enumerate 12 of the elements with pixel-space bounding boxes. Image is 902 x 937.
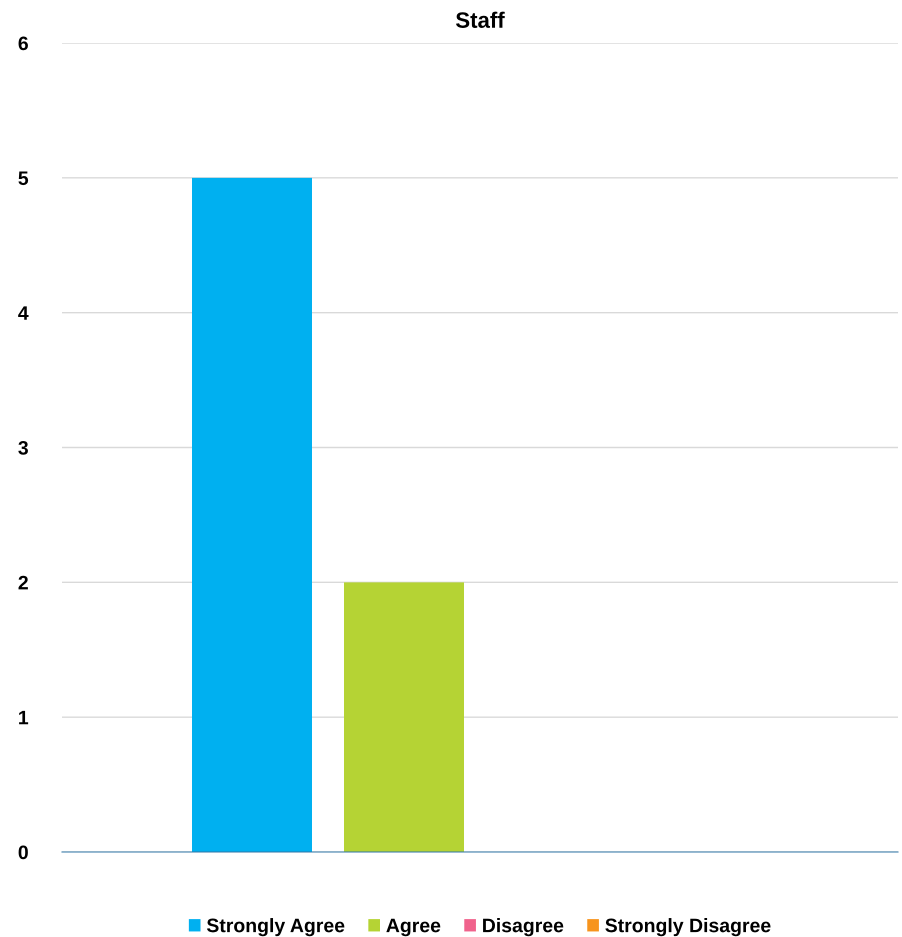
y-tick-label: 0 xyxy=(18,845,28,860)
y-tick-label: 4 xyxy=(18,306,29,320)
legend-label: Disagree xyxy=(483,918,564,936)
y-tick-label: 5 xyxy=(18,172,28,186)
y-tick-label: 2 xyxy=(18,576,28,590)
chart-title: Staff xyxy=(456,12,505,28)
y-tick-label: 6 xyxy=(18,36,28,50)
y-tick-label: 1 xyxy=(19,710,28,724)
y-tick-label: 3 xyxy=(18,440,28,455)
legend-label: Agree xyxy=(386,918,440,936)
legend-label: Strongly Disagree xyxy=(605,918,770,936)
legend-label: Strongly Agree xyxy=(206,918,344,936)
